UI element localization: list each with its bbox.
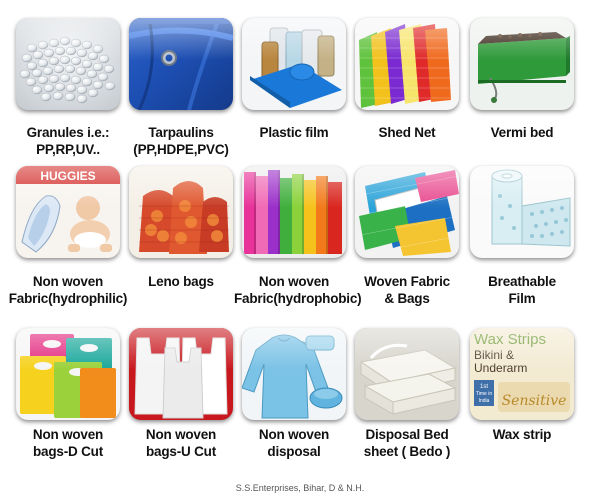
- u-cut-bags-icon: [129, 328, 233, 420]
- wax-box-title: Wax Strips: [474, 331, 546, 348]
- label-line: sheet ( Bedo ): [363, 444, 451, 459]
- label-line: Woven Fabric: [364, 274, 450, 289]
- label-line: Film: [508, 291, 536, 306]
- wax-strips-pack-icon: Wax Strips Bikini & Underarm 1st Time in…: [470, 328, 574, 420]
- wax-box-tag: Sensitive: [502, 393, 567, 409]
- label-line: & Bags: [384, 291, 430, 306]
- wax-badge-1: 1st: [480, 384, 488, 390]
- hydrophilic-fabric-image: HUGGIES: [16, 166, 120, 258]
- vermi-bed-icon: [470, 18, 574, 110]
- shed-net-image: [355, 18, 459, 110]
- tarpaulin-image: [129, 18, 233, 110]
- label-line: disposal: [267, 444, 321, 459]
- product-label-u-cut-bags: Non woven bags-U Cut: [121, 426, 241, 460]
- label-line: Breathable: [488, 274, 556, 289]
- label-line: Tarpaulins: [148, 125, 214, 140]
- product-label-tarpaulins: Tarpaulins (PP,HDPE,PVC): [121, 124, 241, 158]
- product-label-disposal: Non woven disposal: [234, 426, 354, 460]
- huggies-brand-text: HUGGIES: [40, 169, 95, 183]
- product-label-bed-sheet: Disposal Bed sheet ( Bedo ): [347, 426, 467, 460]
- label-line: Granules i.e.:: [26, 125, 110, 140]
- leno-bags-icon: [129, 166, 233, 258]
- product-label-d-cut-bags: Non woven bags-D Cut: [8, 426, 128, 460]
- label-line: Disposal Bed: [365, 427, 449, 442]
- label-line: Non woven: [258, 427, 330, 442]
- product-label-shed-net: Shed Net: [347, 124, 467, 141]
- fabric-rolls-icon: [242, 166, 346, 258]
- label-line: Fabric(hydrophilic): [8, 291, 128, 306]
- vermi-bed-image: [470, 18, 574, 110]
- label-line: Plastic film: [259, 125, 329, 140]
- woven-fabric-icon: [355, 166, 459, 258]
- product-label-plastic-film: Plastic film: [234, 124, 354, 141]
- label-line: (PP,HDPE,PVC): [133, 142, 229, 157]
- label-line: PP,RP,UV..: [36, 142, 100, 157]
- product-label-breathable-film: Breathable Film: [462, 273, 582, 307]
- wax-box-line2: Underarm: [474, 361, 527, 375]
- bed-sheets-icon: [355, 328, 459, 420]
- hydrophobic-fabric-image: [242, 166, 346, 258]
- wax-box-line1: Bikini &: [474, 348, 514, 362]
- disposable-gown-image: [242, 328, 346, 420]
- shed-net-bags-icon: [355, 18, 459, 110]
- label-line: Leno bags: [148, 274, 214, 289]
- breathable-film-image: [470, 166, 574, 258]
- product-label-vermi-bed: Vermi bed: [462, 124, 582, 141]
- label-line: Fabric(hydrophobic): [234, 291, 362, 306]
- footer-credit: S.S.Enterprises, Bihar, D & N.H.: [235, 483, 365, 493]
- plastic-film-image: [242, 18, 346, 110]
- label-line: Shed Net: [378, 125, 436, 140]
- diaper-pad-icon: HUGGIES: [16, 166, 120, 258]
- wax-badge-2: Time in: [476, 391, 492, 397]
- product-label-wax-strip: Wax strip: [462, 426, 582, 443]
- label-line: Wax strip: [492, 427, 552, 442]
- wax-badge-3: India: [479, 398, 490, 404]
- u-cut-bags-image: [129, 328, 233, 420]
- disposable-gown-icon: [242, 328, 346, 420]
- bed-sheet-image: [355, 328, 459, 420]
- leno-bags-image: [129, 166, 233, 258]
- product-label-granules: Granules i.e.: PP,RP,UV..: [8, 124, 128, 158]
- label-line: Non woven: [32, 274, 104, 289]
- wax-strip-image: Wax Strips Bikini & Underarm 1st Time in…: [470, 328, 574, 420]
- blue-tarpaulin-icon: [129, 18, 233, 110]
- plastic-granules-icon: [16, 18, 120, 110]
- breathable-film-roll-icon: [470, 166, 574, 258]
- product-label-hydrophobic: Non woven Fabric(hydrophobic): [234, 273, 362, 307]
- d-cut-bags-icon: [16, 328, 120, 420]
- granules-image: [16, 18, 120, 110]
- plastic-film-rolls-icon: [242, 18, 346, 110]
- woven-fabric-image: [355, 166, 459, 258]
- label-line: bags-D Cut: [33, 444, 103, 459]
- label-line: bags-U Cut: [146, 444, 216, 459]
- label-line: Non woven: [32, 427, 104, 442]
- d-cut-bags-image: [16, 328, 120, 420]
- product-label-leno-bags: Leno bags: [121, 273, 241, 290]
- product-label-woven-fabric: Woven Fabric & Bags: [347, 273, 467, 307]
- label-line: Non woven: [145, 427, 217, 442]
- label-line: Non woven: [258, 274, 330, 289]
- product-label-hydrophilic: Non woven Fabric(hydrophilic): [8, 273, 128, 307]
- label-line: Vermi bed: [490, 125, 554, 140]
